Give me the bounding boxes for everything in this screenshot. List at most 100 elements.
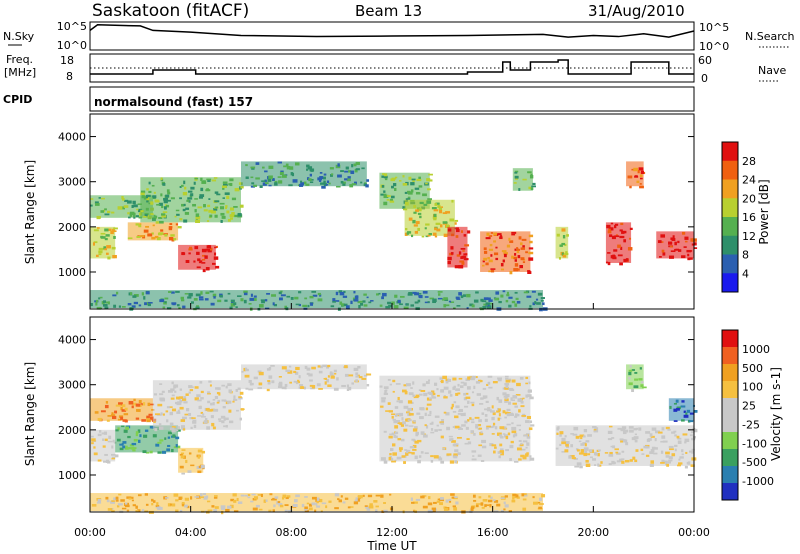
data-cell: [121, 409, 127, 412]
data-cell: [502, 392, 507, 396]
data-cell: [625, 442, 629, 446]
data-cell: [665, 426, 670, 430]
data-cell: [507, 413, 511, 416]
data-cell: [188, 248, 193, 251]
data-cell: [364, 374, 368, 377]
data-cell: [512, 402, 517, 405]
data-cell: [466, 293, 471, 298]
data-cell: [257, 494, 262, 496]
data-cell: [389, 433, 393, 436]
data-cell: [208, 198, 211, 200]
data-cell: [512, 493, 517, 496]
data-cell: [227, 400, 232, 404]
data-cell: [353, 290, 356, 294]
data-cell: [124, 419, 128, 423]
data-cell: [443, 507, 449, 511]
data-cell: [570, 433, 575, 435]
data-cell: [514, 170, 519, 173]
velocity-colorbar-label: Velocity [m s-1]: [769, 367, 783, 461]
data-cell: [419, 393, 423, 396]
data-cell: [204, 255, 208, 259]
data-cell: [131, 204, 134, 208]
data-cell: [160, 229, 164, 232]
data-cell: [199, 496, 204, 499]
data-cell: [319, 172, 323, 174]
data-cell: [135, 403, 141, 407]
data-cell: [423, 392, 428, 397]
data-cell: [527, 171, 532, 174]
data-cell: [232, 493, 237, 497]
data-cell: [173, 446, 177, 449]
data-cell: [419, 201, 424, 205]
data-cell: [488, 259, 493, 263]
trace-line: [90, 59, 694, 75]
x-tick-label: 16:00: [477, 526, 509, 539]
data-cell: [224, 192, 230, 195]
data-cell: [169, 406, 173, 408]
data-cell: [97, 417, 102, 421]
data-cell: [607, 438, 613, 441]
data-cell: [412, 219, 416, 224]
data-cell: [525, 420, 530, 423]
data-cell: [293, 499, 298, 503]
data-cell: [175, 499, 179, 502]
data-cell: [138, 304, 142, 307]
data-cell: [162, 450, 167, 454]
data-cell: [110, 230, 114, 235]
colorbar-segment: [722, 381, 738, 399]
data-cell: [300, 182, 305, 186]
data-cell: [90, 198, 94, 200]
data-cell: [605, 261, 609, 264]
data-cell: [674, 448, 677, 452]
data-cell: [466, 438, 470, 441]
data-cell: [467, 400, 470, 404]
data-cell: [499, 443, 503, 447]
data-cell: [213, 177, 218, 179]
data-cell: [639, 174, 643, 178]
data-cell: [412, 444, 417, 448]
data-cell: [461, 255, 464, 259]
data-cell: [202, 269, 206, 273]
data-cell: [390, 178, 396, 182]
data-cell: [481, 506, 484, 509]
data-cell: [438, 206, 443, 208]
data-cell: [529, 420, 533, 424]
data-cell: [118, 493, 122, 496]
data-cell: [213, 252, 217, 256]
data-cell: [273, 504, 276, 508]
data-cell: [608, 227, 614, 231]
data-cell: [570, 444, 574, 448]
data-cell: [471, 403, 475, 407]
data-cell: [229, 214, 235, 218]
data-cell: [640, 384, 644, 388]
data-cell: [326, 378, 329, 383]
data-cell: [286, 295, 291, 298]
data-cell: [192, 419, 197, 422]
data-cell: [94, 201, 99, 205]
data-cell: [162, 211, 168, 213]
data-cell: [391, 432, 395, 436]
data-cell: [495, 291, 500, 295]
data-cell: [432, 501, 437, 504]
data-cell: [197, 258, 201, 262]
data-cell: [171, 426, 176, 429]
data-cell: [183, 180, 186, 185]
data-cell: [129, 444, 135, 447]
data-cell: [619, 229, 623, 232]
data-cell: [420, 451, 424, 454]
data-cell: [320, 182, 325, 185]
data-cell: [311, 385, 316, 389]
data-cell: [634, 433, 637, 436]
data-cell: [436, 424, 439, 427]
data-cell: [389, 493, 392, 496]
data-cell: [128, 447, 132, 450]
data-cell: [121, 195, 124, 200]
data-cell: [265, 499, 268, 502]
data-cell: [153, 421, 156, 423]
data-cell: [309, 379, 313, 382]
data-cell: [192, 203, 197, 207]
data-cell: [509, 444, 514, 449]
data-cell: [415, 221, 420, 225]
data-cell: [414, 230, 419, 234]
data-cell: [487, 297, 491, 300]
